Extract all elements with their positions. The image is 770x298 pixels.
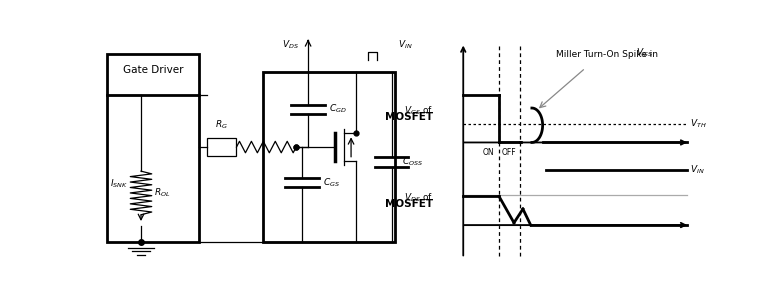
Text: $C_{GD}$: $C_{GD}$ (329, 103, 347, 115)
Text: $V_{DS}$ of: $V_{DS}$ of (404, 191, 434, 204)
Text: $R_{OL}$: $R_{OL}$ (154, 187, 170, 199)
Text: Gate Driver: Gate Driver (123, 65, 183, 75)
Text: MOSFET: MOSFET (385, 199, 434, 209)
Text: $R_G$: $R_G$ (215, 119, 228, 131)
Text: $V_{GS}$ of: $V_{GS}$ of (404, 104, 434, 117)
Text: $V_{IN}$: $V_{IN}$ (690, 164, 705, 176)
Text: MOSFET: MOSFET (385, 112, 434, 122)
FancyBboxPatch shape (107, 54, 199, 242)
Text: $V_{GS}$: $V_{GS}$ (636, 46, 653, 59)
Text: ON: ON (483, 148, 494, 157)
FancyBboxPatch shape (206, 138, 236, 156)
Text: $C_{GS}$: $C_{GS}$ (323, 176, 340, 189)
Text: $C_{OSS}$: $C_{OSS}$ (403, 156, 424, 168)
Text: OFF: OFF (502, 148, 517, 157)
Text: Miller Turn-On Spike in: Miller Turn-On Spike in (556, 50, 661, 59)
Text: $V_{DS}$: $V_{DS}$ (283, 39, 299, 51)
FancyBboxPatch shape (263, 72, 394, 242)
Text: $V_{IN}$: $V_{IN}$ (397, 39, 412, 51)
Text: $I_{SNK}$: $I_{SNK}$ (110, 178, 128, 190)
Text: $V_{TH}$: $V_{TH}$ (690, 118, 707, 130)
